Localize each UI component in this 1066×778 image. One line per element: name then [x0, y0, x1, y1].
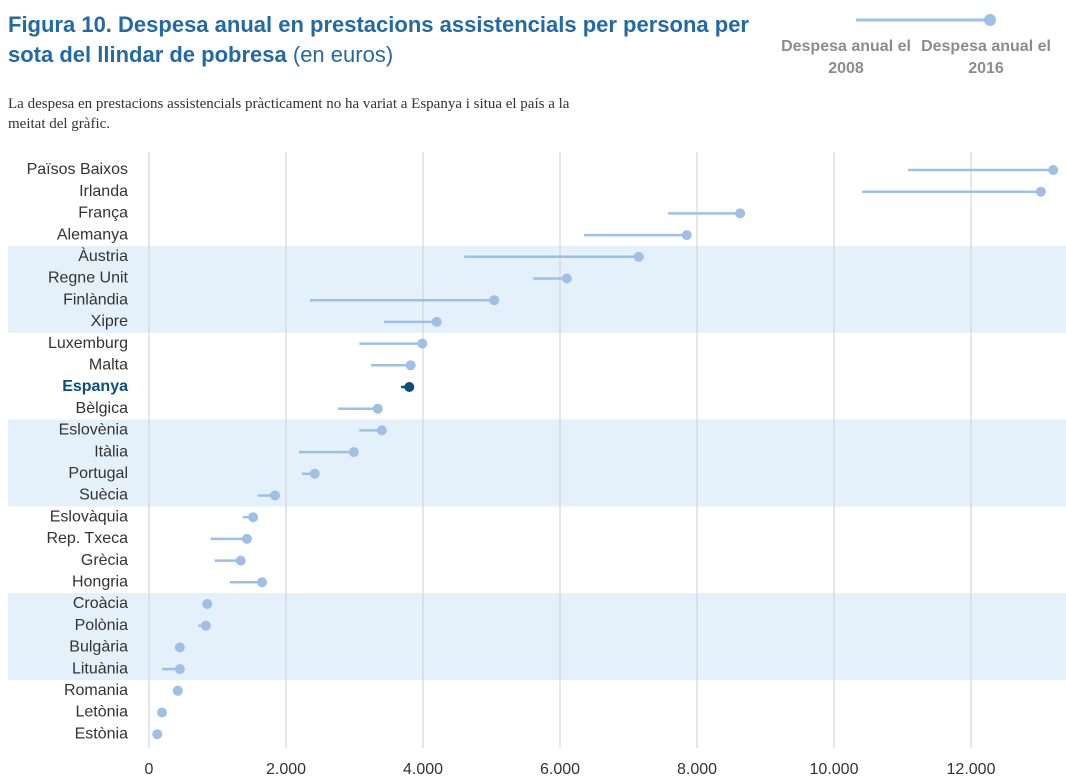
- end-dot: [561, 273, 572, 284]
- end-dot: [372, 403, 383, 414]
- x-tick-label: 10.000: [810, 761, 859, 778]
- category-label: França: [78, 205, 128, 222]
- row-band: [8, 419, 1066, 507]
- title-main: Figura 10. Despesa anual en prestacions …: [8, 12, 749, 67]
- category-label: Bulgària: [69, 639, 128, 656]
- category-label: Croàcia: [73, 595, 128, 612]
- category-label: Finlàndia: [63, 291, 128, 308]
- category-label: Xipre: [91, 313, 128, 330]
- end-dot: [202, 599, 213, 609]
- end-dot: [248, 512, 259, 523]
- category-label: Suècia: [79, 487, 128, 504]
- end-dot: [431, 316, 442, 327]
- x-tick-label: 8.000: [677, 761, 717, 778]
- category-label: Alemanya: [57, 226, 128, 243]
- category-label: Malta: [89, 357, 128, 374]
- category-label: Regne Unit: [48, 270, 129, 287]
- category-label: Polònia: [75, 617, 128, 634]
- x-tick-label: 12.000: [947, 761, 996, 778]
- category-label: Lituània: [72, 660, 128, 677]
- end-dot: [735, 208, 746, 219]
- x-tick-label: 2.000: [266, 761, 306, 778]
- end-dot: [200, 620, 211, 631]
- end-dot: [489, 295, 500, 306]
- category-label: Romania: [64, 682, 128, 699]
- category-label: Portugal: [68, 465, 128, 482]
- x-tick-label: 4.000: [403, 761, 443, 778]
- end-dot: [633, 251, 644, 262]
- category-label: Països Baixos: [27, 161, 128, 178]
- end-dot: [270, 490, 281, 501]
- end-dot: [309, 468, 320, 479]
- end-dot: [404, 382, 415, 392]
- category-label: Grècia: [81, 552, 128, 569]
- end-dot: [417, 338, 428, 349]
- x-tick-label: 6.000: [540, 761, 580, 778]
- end-dot: [376, 425, 387, 436]
- row-band: [8, 593, 1066, 681]
- chart-title: Figura 10. Despesa anual en prestacions …: [8, 10, 768, 70]
- category-label: Estònia: [75, 725, 128, 742]
- category-label: Itàlia: [94, 443, 128, 460]
- end-dot: [174, 664, 185, 675]
- legend-dot: [984, 14, 996, 26]
- legend-label: Despesa anual el 2016: [921, 38, 1051, 77]
- end-dot: [235, 555, 246, 566]
- category-label: Àustria: [78, 246, 128, 265]
- category-label: Irlanda: [79, 183, 128, 200]
- category-label: Bèlgica: [76, 400, 129, 417]
- end-dot: [681, 230, 692, 241]
- end-dot: [152, 729, 163, 740]
- category-label: Eslovènia: [59, 422, 128, 439]
- category-label: Eslovàquia: [50, 508, 128, 525]
- title-suffix: (en euros): [292, 42, 394, 67]
- category-label: Hongria: [72, 574, 128, 591]
- category-label: Letònia: [76, 704, 129, 721]
- chart-subtitle: La despesa en prestacions assistencials …: [8, 96, 570, 132]
- end-dot: [174, 642, 185, 653]
- legend-label: Despesa anual el 2008: [781, 38, 911, 77]
- end-dot: [157, 707, 168, 718]
- end-dot: [405, 360, 416, 371]
- row-band: [8, 245, 1066, 333]
- end-dot: [1048, 165, 1059, 175]
- category-label: Luxemburg: [48, 335, 128, 352]
- category-label: Rep. Txeca: [46, 530, 128, 547]
- end-dot: [172, 685, 183, 696]
- category-label: Espanya: [62, 378, 128, 395]
- end-dot: [348, 447, 359, 458]
- x-tick-label: 0: [145, 761, 154, 778]
- end-dot: [241, 533, 252, 544]
- end-dot: [257, 577, 268, 588]
- end-dot: [1035, 186, 1046, 197]
